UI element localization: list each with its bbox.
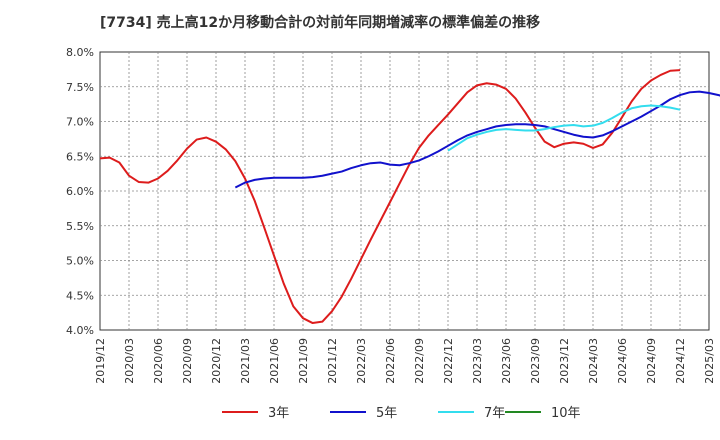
y-tick-label: 7.5%	[66, 81, 94, 94]
x-tick-label: 2023/12	[558, 338, 571, 384]
x-tick-label: 2020/06	[152, 338, 165, 384]
x-tick-label: 2020/12	[210, 338, 223, 384]
y-tick-label: 7.0%	[66, 116, 94, 129]
x-tick-label: 2020/03	[123, 338, 136, 384]
chart-title: [7734] 売上高12か月移動合計の対前年同期増減率の標準偏差の推移	[100, 15, 541, 31]
legend: 3年 5年 7年 10年	[222, 406, 581, 421]
y-tick-label: 5.5%	[66, 220, 94, 233]
x-tick-label: 2023/03	[471, 338, 484, 384]
legend-label: 7年	[484, 406, 505, 421]
x-tick-label: 2020/09	[181, 338, 194, 384]
legend-label: 10年	[551, 406, 581, 421]
series-line-5年	[234, 90, 720, 189]
y-tick-label: 6.0%	[66, 185, 94, 198]
y-axis-ticks: 4.0% 4.5% 5.0% 5.5% 6.0% 6.5% 7.0% 7.5% 8.0%	[66, 46, 94, 337]
x-tick-label: 2021/09	[297, 338, 310, 384]
y-tick-label: 8.0%	[66, 46, 94, 59]
x-axis-ticks: 2019/12 2020/03 2020/06 2020/09 2020/12 2021/…	[94, 338, 716, 384]
series-line-7年	[447, 104, 681, 152]
x-tick-label: 2021/06	[268, 338, 281, 384]
x-tick-label: 2024/06	[616, 338, 629, 384]
x-tick-label: 2024/09	[645, 338, 658, 384]
x-tick-label: 2022/12	[442, 338, 455, 384]
grid-lines	[100, 52, 709, 330]
legend-label: 5年	[376, 406, 397, 421]
x-tick-label: 2022/03	[355, 338, 368, 384]
x-tick-label: 2024/12	[674, 338, 687, 384]
x-tick-label: 2021/12	[326, 338, 339, 384]
x-tick-label: 2024/03	[587, 338, 600, 384]
x-tick-label: 2023/09	[529, 338, 542, 384]
x-tick-label: 2022/09	[413, 338, 426, 384]
x-tick-label: 2025/03	[703, 338, 716, 384]
y-tick-label: 5.0%	[66, 255, 94, 268]
y-tick-label: 6.5%	[66, 150, 94, 163]
x-tick-label: 2019/12	[94, 338, 107, 384]
y-tick-label: 4.0%	[66, 324, 94, 337]
legend-label: 3年	[268, 406, 289, 421]
series-lines	[99, 69, 720, 325]
series-line-3年	[99, 69, 681, 325]
y-tick-label: 4.5%	[66, 289, 94, 302]
x-tick-label: 2021/03	[239, 338, 252, 384]
x-tick-label: 2022/06	[384, 338, 397, 384]
x-tick-label: 2023/06	[500, 338, 513, 384]
